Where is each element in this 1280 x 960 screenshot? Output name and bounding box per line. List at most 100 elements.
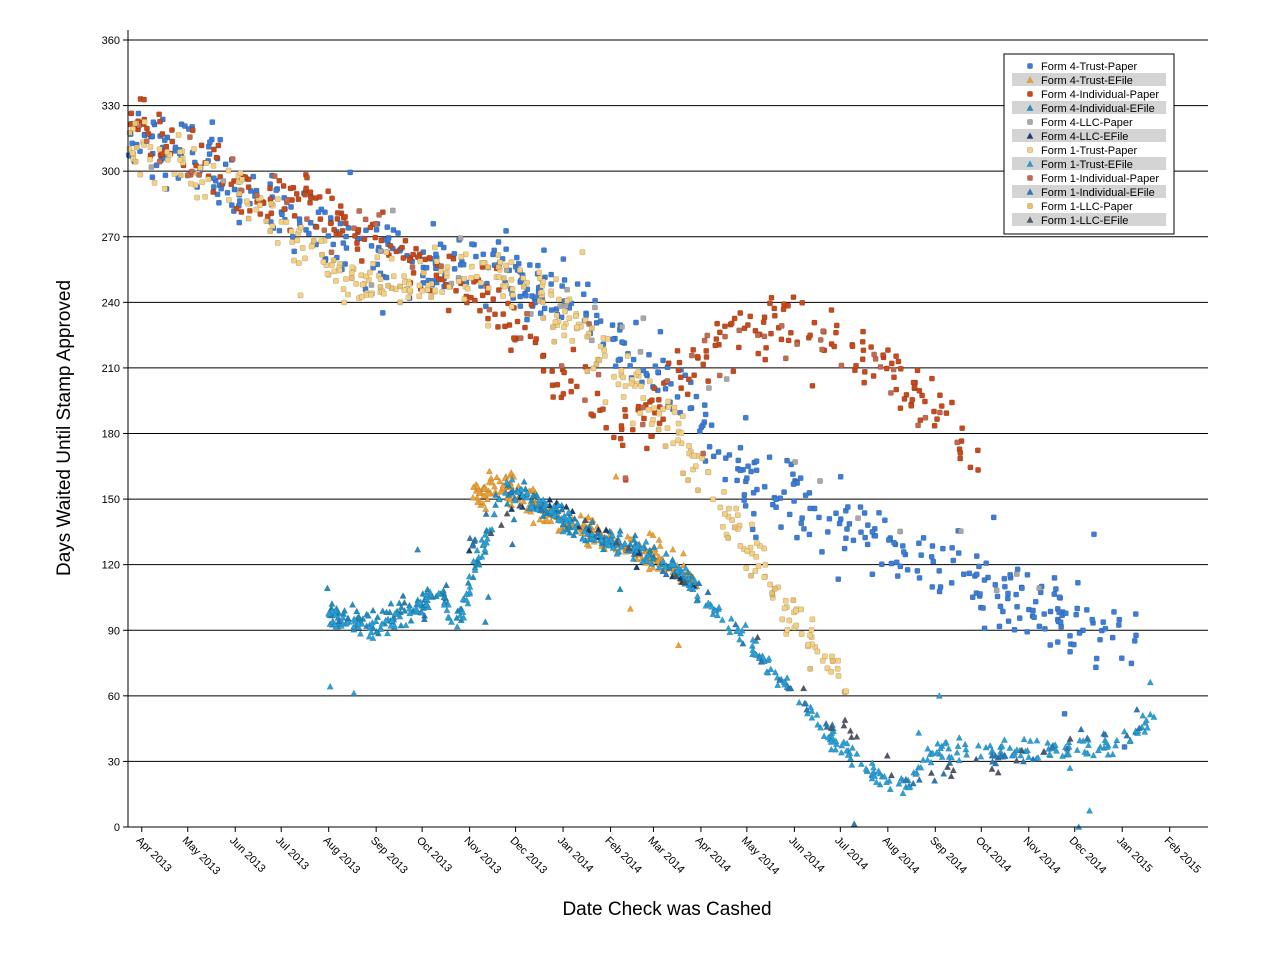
data-point	[955, 733, 963, 741]
data-point	[365, 624, 373, 632]
data-point	[799, 515, 805, 521]
data-point	[934, 416, 940, 422]
data-point	[745, 463, 751, 470]
data-point	[835, 576, 842, 583]
data-point	[188, 180, 194, 187]
data-point	[257, 211, 264, 217]
data-point	[325, 233, 332, 239]
x-tick-label: Apr 2013	[134, 835, 174, 875]
data-point	[717, 504, 724, 511]
data-point	[579, 534, 587, 542]
data-point	[904, 783, 913, 791]
data-point	[514, 488, 522, 496]
data-point	[675, 420, 682, 427]
data-point	[222, 161, 229, 168]
data-point	[915, 775, 923, 783]
data-point	[993, 587, 1000, 594]
data-point	[771, 305, 778, 312]
data-point	[1150, 713, 1158, 720]
data-point	[359, 281, 366, 288]
data-point	[495, 252, 502, 258]
data-point	[348, 275, 355, 282]
data-point	[706, 385, 712, 391]
data-point	[207, 139, 213, 146]
data-point	[151, 179, 158, 186]
data-point	[869, 571, 876, 578]
legend-label: Form 4-Trust-Paper	[1041, 61, 1138, 73]
data-point	[917, 763, 925, 771]
data-point	[565, 514, 573, 522]
data-point	[779, 616, 786, 623]
data-point	[862, 764, 870, 772]
data-point	[293, 190, 300, 197]
data-point	[784, 457, 790, 464]
data-point	[511, 496, 520, 504]
data-point	[1073, 611, 1080, 618]
data-point	[1013, 571, 1020, 577]
data-point	[929, 543, 936, 549]
data-point	[736, 327, 743, 334]
data-point	[773, 496, 780, 503]
data-point	[443, 606, 451, 614]
data-point	[342, 261, 348, 267]
data-point	[701, 337, 708, 344]
data-point	[295, 196, 302, 203]
data-point	[177, 149, 183, 155]
data-point	[1102, 738, 1110, 746]
data-point	[356, 208, 363, 214]
data-point	[749, 526, 756, 533]
data-point	[507, 468, 515, 476]
data-point	[674, 347, 681, 354]
data-point	[352, 233, 358, 239]
data-point	[784, 626, 791, 633]
y-tick-label: 330	[102, 101, 120, 113]
data-point	[460, 261, 467, 268]
data-point	[1121, 744, 1128, 750]
data-point	[781, 605, 788, 612]
data-point	[409, 264, 416, 270]
data-point	[383, 249, 390, 256]
data-point	[526, 262, 533, 268]
data-point	[1077, 725, 1085, 733]
data-point	[649, 563, 657, 571]
data-point	[502, 323, 508, 330]
data-point	[156, 146, 163, 153]
data-point	[659, 557, 667, 565]
data-point	[1052, 746, 1061, 754]
data-point	[520, 275, 526, 281]
data-point	[495, 287, 502, 293]
data-point	[948, 580, 955, 586]
data-point	[947, 772, 955, 780]
data-point	[641, 415, 647, 422]
data-point	[630, 356, 637, 363]
data-point	[924, 744, 932, 752]
data-point	[783, 673, 791, 681]
data-point	[959, 425, 966, 432]
data-point	[745, 322, 751, 328]
data-point	[469, 541, 477, 549]
data-point	[838, 362, 845, 369]
data-point	[490, 296, 497, 302]
square-marker-icon	[1027, 63, 1033, 69]
data-point	[468, 294, 474, 301]
data-point	[665, 360, 672, 367]
data-point	[257, 202, 263, 208]
data-point	[225, 167, 232, 174]
data-point	[500, 293, 506, 299]
data-point	[400, 255, 407, 261]
data-point	[920, 535, 927, 541]
data-point	[612, 363, 619, 370]
data-point	[366, 269, 373, 276]
data-point	[974, 741, 983, 749]
data-point	[891, 539, 897, 546]
data-point	[1120, 727, 1129, 735]
data-point	[516, 501, 524, 509]
data-point	[560, 256, 567, 262]
legend-item-highlight	[1012, 129, 1166, 142]
data-point	[589, 325, 595, 332]
data-point	[1076, 630, 1083, 636]
legend-label: Form 1-LLC-EFile	[1041, 215, 1128, 227]
data-point	[655, 563, 663, 571]
data-point	[721, 488, 727, 495]
data-point	[744, 475, 750, 481]
